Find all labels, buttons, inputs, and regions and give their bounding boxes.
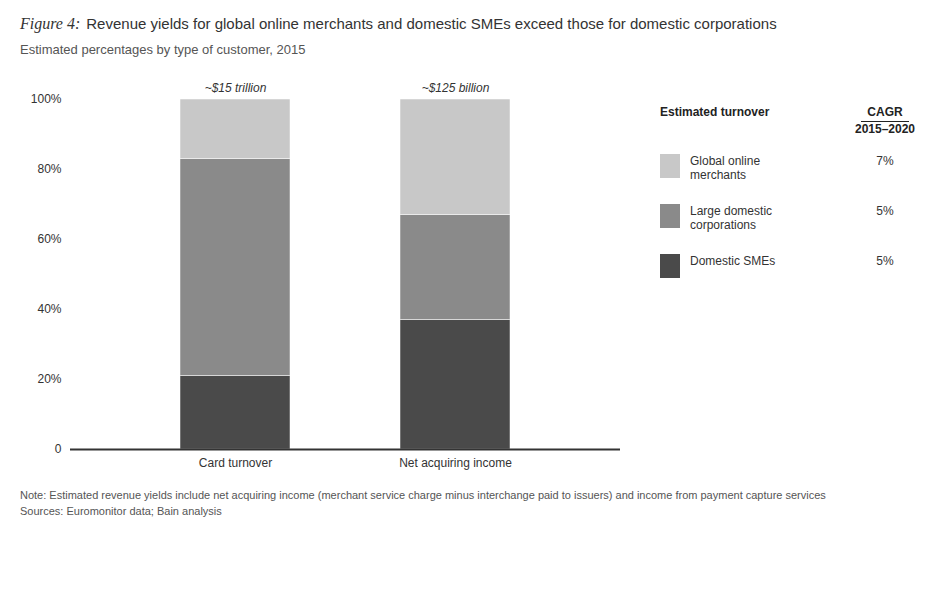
svg-text:~$125 billion: ~$125 billion: [422, 81, 490, 95]
html-text:Global online merchants: Global online merchants: [690, 154, 761, 182]
html-text:5%: 5%: [876, 204, 894, 218]
html-text:CAGR: CAGR: [867, 105, 903, 119]
svg-text:0: 0: [55, 442, 62, 456]
html-text:Estimated percentages by type: Estimated percentages by type of custome…: [20, 42, 306, 57]
svg-text:80%: 80%: [37, 162, 61, 176]
svg-text:Net acquiring income: Net acquiring income: [399, 456, 512, 470]
html-text:Domestic SMEs: Domestic SMEs: [690, 254, 776, 268]
svg-text:100%: 100%: [31, 92, 62, 106]
html-text:5%: 5%: [876, 254, 894, 268]
svg-text:~$15 trillion: ~$15 trillion: [205, 81, 267, 95]
html-text:Estimated turnover: Estimated turnover: [660, 105, 770, 119]
html-text:Figure 4: Revenue yields for g: Figure 4: Revenue yields for global onli…: [20, 15, 777, 32]
svg-text:40%: 40%: [37, 302, 61, 316]
svg-text:20%: 20%: [37, 372, 61, 386]
svg-text:60%: 60%: [37, 232, 61, 246]
html-text:2015–2020: 2015–2020: [855, 122, 915, 136]
svg-text:Card turnover: Card turnover: [199, 456, 272, 470]
html-text:Large domestic corporations: Large domestic corporations: [690, 204, 772, 232]
html-text:Note: Estimated revenue yields: Note: Estimated revenue yields include n…: [20, 489, 826, 501]
html-text:7%: 7%: [876, 154, 894, 168]
html-text:Sources: Euromonitor data; Bai: Sources: Euromonitor data; Bain analysis: [20, 505, 222, 517]
